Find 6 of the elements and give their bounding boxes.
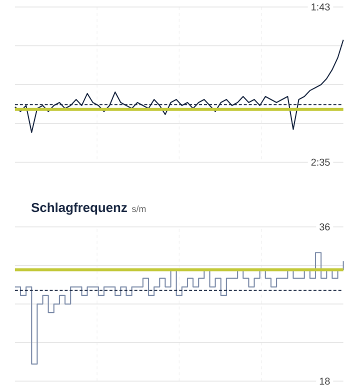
y-tick-label: 2:35 <box>311 158 330 166</box>
y-tick-label: 36 <box>319 223 330 230</box>
y-axis-title: s/m <box>132 205 146 212</box>
y-tick-label: 1:43 <box>311 3 330 10</box>
y-tick-label: 18 <box>320 378 330 385</box>
chart-title: Schlagfrequenz <box>31 202 127 215</box>
